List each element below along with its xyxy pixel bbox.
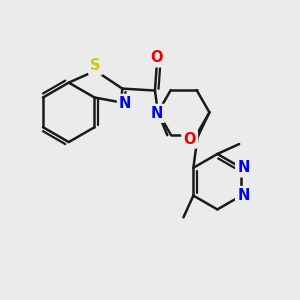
Text: N: N: [151, 106, 163, 121]
Text: O: O: [183, 132, 196, 147]
Text: N: N: [237, 188, 250, 203]
Text: N: N: [237, 160, 250, 175]
Text: N: N: [119, 96, 131, 111]
Text: S: S: [90, 58, 101, 73]
Text: O: O: [151, 50, 163, 65]
